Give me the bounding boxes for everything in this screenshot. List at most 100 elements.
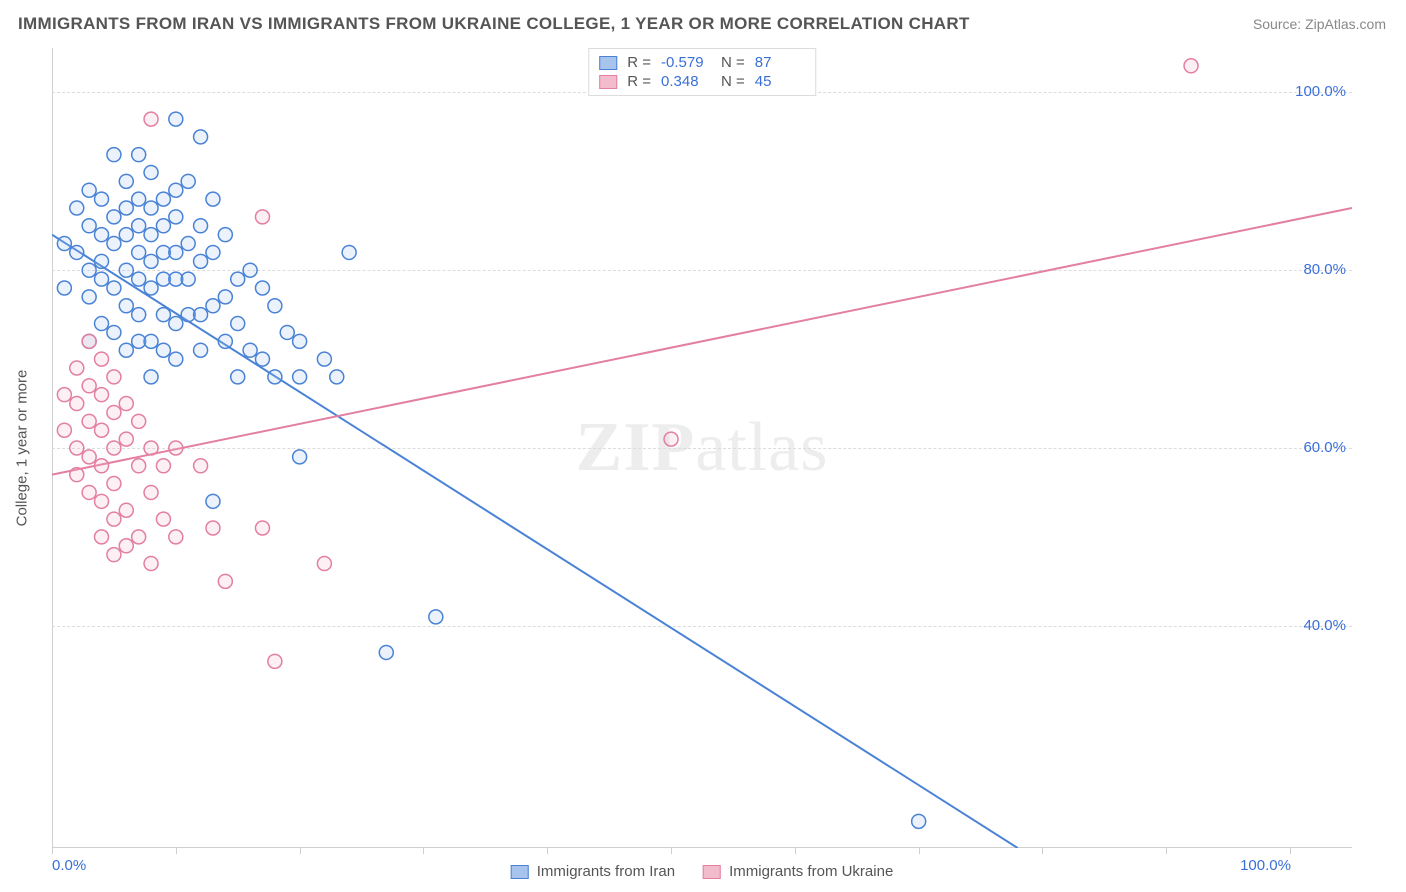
data-point (1184, 59, 1198, 73)
legend-item-ukraine: Immigrants from Ukraine (703, 863, 893, 880)
data-point (82, 290, 96, 304)
data-point (70, 201, 84, 215)
data-point (169, 441, 183, 455)
data-point (95, 228, 109, 242)
data-point (82, 450, 96, 464)
xtick (423, 848, 424, 854)
data-point (156, 459, 170, 473)
data-point (268, 654, 282, 668)
data-point (218, 574, 232, 588)
data-point (82, 183, 96, 197)
data-point (144, 370, 158, 384)
data-point (181, 237, 195, 251)
data-point (144, 334, 158, 348)
data-point (95, 423, 109, 437)
data-point (218, 334, 232, 348)
data-point (194, 219, 208, 233)
r-value-ukraine: 0.348 (661, 73, 711, 90)
r-value-iran: -0.579 (661, 54, 711, 71)
data-point (194, 459, 208, 473)
data-point (107, 210, 121, 224)
chart-title: IMMIGRANTS FROM IRAN VS IMMIGRANTS FROM … (18, 14, 970, 34)
data-point (132, 308, 146, 322)
data-point (206, 192, 220, 206)
xtick (795, 848, 796, 854)
data-point (82, 414, 96, 428)
n-value-ukraine: 45 (755, 73, 805, 90)
data-point (57, 281, 71, 295)
data-point (181, 272, 195, 286)
data-point (194, 308, 208, 322)
n-value-iran: 87 (755, 54, 805, 71)
data-point (70, 245, 84, 259)
swatch-iran (511, 865, 529, 879)
data-point (317, 352, 331, 366)
data-point (107, 441, 121, 455)
swatch-iran (599, 56, 617, 70)
data-point (293, 450, 307, 464)
data-point (132, 414, 146, 428)
data-point (82, 219, 96, 233)
data-point (218, 228, 232, 242)
data-point (119, 397, 133, 411)
data-point (132, 192, 146, 206)
data-point (169, 317, 183, 331)
data-point (107, 405, 121, 419)
data-point (169, 245, 183, 259)
swatch-ukraine (599, 75, 617, 89)
data-point (119, 539, 133, 553)
data-point (107, 325, 121, 339)
data-point (206, 299, 220, 313)
data-point (82, 263, 96, 277)
xtick (1042, 848, 1043, 854)
data-point (132, 459, 146, 473)
data-point (95, 530, 109, 544)
data-point (293, 370, 307, 384)
data-point (206, 521, 220, 535)
xtick-label: 100.0% (1240, 857, 1291, 874)
data-point (255, 521, 269, 535)
xtick (52, 848, 53, 854)
data-point (181, 174, 195, 188)
data-point (243, 343, 257, 357)
xtick (176, 848, 177, 854)
data-point (268, 299, 282, 313)
data-point (255, 281, 269, 295)
data-point (132, 148, 146, 162)
data-point (206, 494, 220, 508)
regression-line (52, 235, 1018, 848)
data-point (231, 370, 245, 384)
series-legend: Immigrants from Iran Immigrants from Ukr… (511, 863, 894, 880)
data-point (95, 352, 109, 366)
data-point (342, 245, 356, 259)
data-point (156, 343, 170, 357)
data-point (156, 308, 170, 322)
legend-row-iran: R = -0.579 N = 87 (599, 53, 805, 72)
data-point (379, 645, 393, 659)
data-point (330, 370, 344, 384)
r-label: R = (627, 73, 651, 90)
data-point (95, 192, 109, 206)
regression-line (52, 208, 1352, 475)
data-point (119, 503, 133, 517)
data-point (57, 237, 71, 251)
data-point (95, 272, 109, 286)
data-point (119, 201, 133, 215)
n-label: N = (721, 54, 745, 71)
swatch-ukraine (703, 865, 721, 879)
data-point (107, 477, 121, 491)
data-point (194, 343, 208, 357)
legend-row-ukraine: R = 0.348 N = 45 (599, 72, 805, 91)
xtick (1166, 848, 1167, 854)
data-point (317, 557, 331, 571)
data-point (95, 459, 109, 473)
data-point (107, 548, 121, 562)
data-point (95, 254, 109, 268)
data-point (119, 432, 133, 446)
data-point (119, 228, 133, 242)
data-point (82, 334, 96, 348)
data-point (119, 343, 133, 357)
data-point (293, 334, 307, 348)
xtick (300, 848, 301, 854)
data-point (107, 512, 121, 526)
